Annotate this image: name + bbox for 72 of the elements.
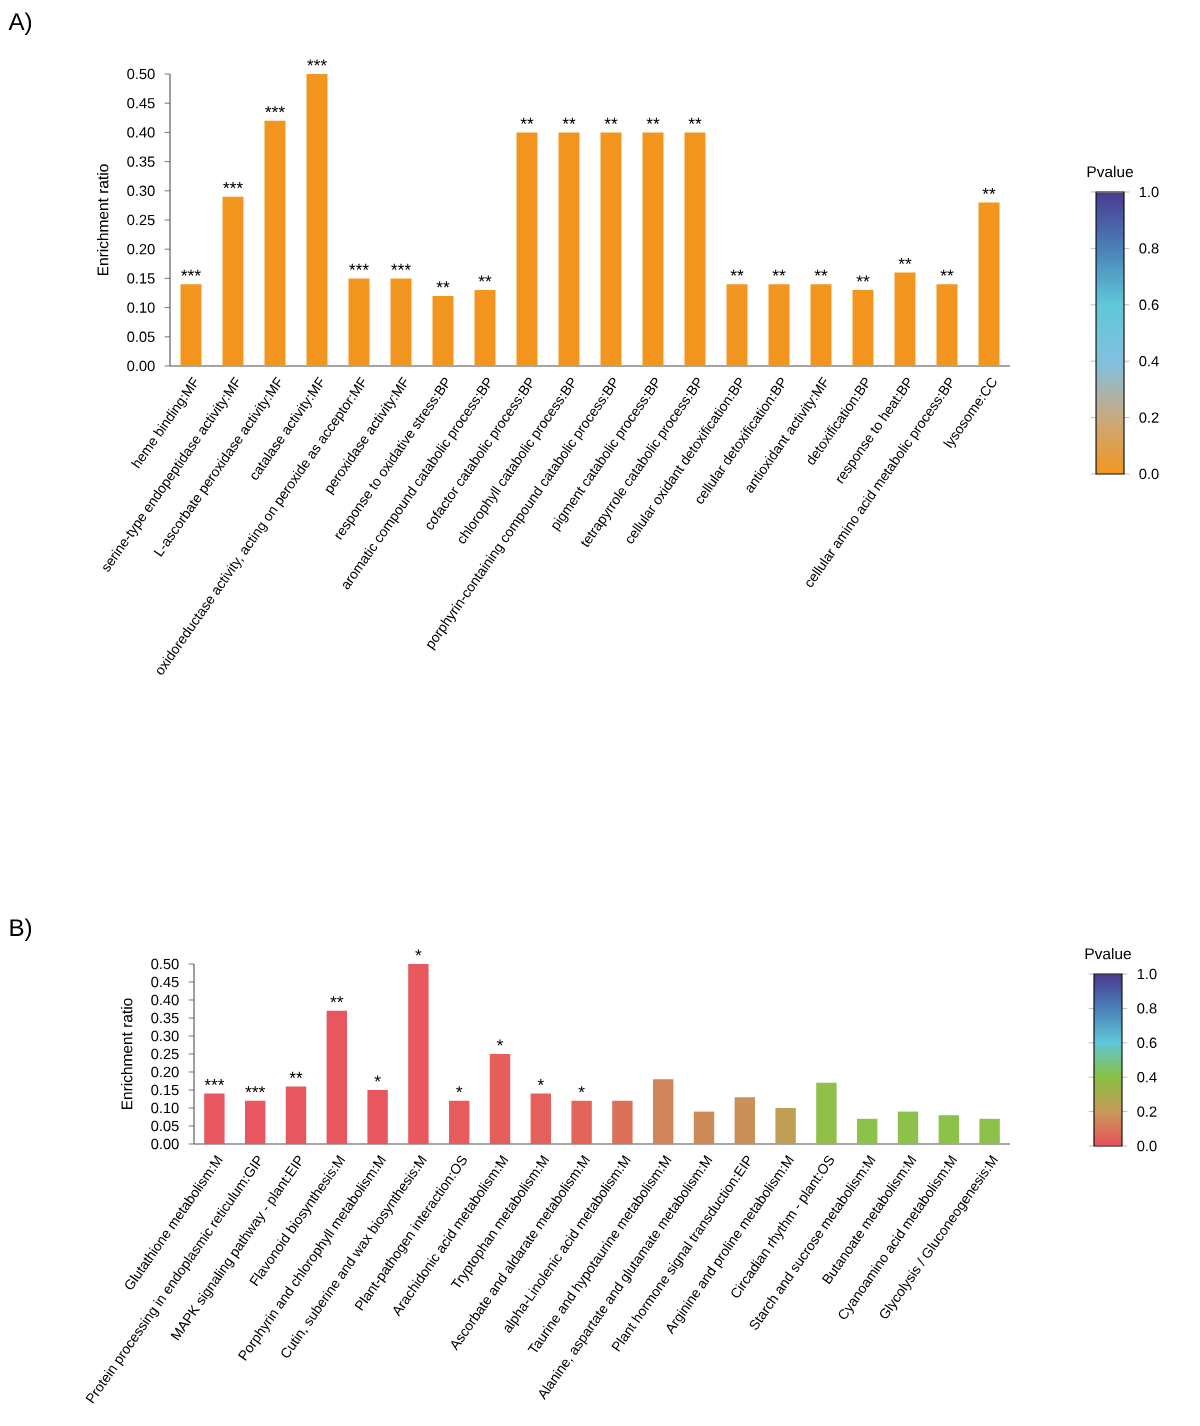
bar: [642, 132, 664, 366]
data-label: ***: [265, 106, 285, 113]
data-label: **: [940, 269, 954, 276]
bar: [816, 1082, 837, 1144]
bar: [768, 284, 790, 366]
bar: [306, 74, 328, 366]
bar: [897, 1111, 919, 1144]
data-label: ***: [204, 1079, 225, 1086]
data-label: **: [436, 281, 450, 288]
bar: [204, 1093, 225, 1144]
data-label: *: [496, 1039, 504, 1046]
data-label: ***: [245, 1086, 266, 1093]
bar: [264, 120, 286, 366]
bar: [326, 1010, 347, 1144]
bar: [474, 290, 496, 366]
bar: [978, 202, 1000, 366]
bar: [408, 964, 429, 1144]
data-label: **: [856, 275, 870, 282]
bar: [285, 1086, 307, 1144]
data-label: **: [646, 117, 660, 124]
data-label: **: [898, 257, 912, 265]
bar: [530, 1093, 551, 1144]
data-label: ***: [223, 182, 243, 189]
data-label: *: [374, 1075, 381, 1082]
data-label: *: [456, 1086, 463, 1093]
bar: [894, 272, 916, 366]
data-label: **: [562, 117, 576, 124]
chart-title: A): [8, 12, 32, 35]
bar: [222, 196, 244, 366]
data-label: **: [814, 269, 828, 276]
bar: [600, 132, 622, 366]
data-label: **: [604, 117, 618, 124]
bar: [449, 1100, 470, 1144]
data-label: ***: [391, 263, 411, 270]
bar: [684, 132, 706, 366]
data-label: **: [730, 269, 744, 276]
data-label: ***: [349, 263, 369, 270]
bar: [390, 278, 412, 366]
bar: [180, 284, 202, 366]
bar: [489, 1054, 511, 1144]
bar: [775, 1108, 796, 1144]
data-label: **: [772, 269, 786, 276]
bar: [852, 290, 874, 366]
bar: [612, 1100, 633, 1144]
bar: [348, 278, 370, 366]
bar: [936, 284, 958, 366]
chart-title: B): [10, 918, 32, 941]
bar: [810, 284, 832, 366]
bar: [516, 132, 538, 366]
data-label: **: [982, 187, 996, 194]
data-label: **: [688, 117, 702, 124]
bar: [432, 295, 454, 366]
bar: [979, 1118, 1000, 1144]
bar: [653, 1079, 674, 1144]
data-label: *: [537, 1079, 544, 1086]
bar: [938, 1115, 960, 1144]
data-label: *: [415, 949, 422, 956]
bar: [245, 1100, 266, 1144]
bar: [558, 132, 580, 366]
data-label: **: [478, 275, 492, 282]
bar: [857, 1118, 878, 1144]
data-label: ***: [307, 59, 327, 66]
data-label: ***: [181, 269, 201, 276]
data-label: **: [520, 117, 534, 124]
data-label: *: [578, 1086, 585, 1093]
bar: [367, 1090, 388, 1144]
data-label: **: [289, 1071, 303, 1078]
bar: [734, 1097, 756, 1144]
bar: [726, 284, 748, 366]
data-label: **: [330, 996, 344, 1003]
bar: [571, 1100, 592, 1144]
bar: [693, 1111, 715, 1144]
